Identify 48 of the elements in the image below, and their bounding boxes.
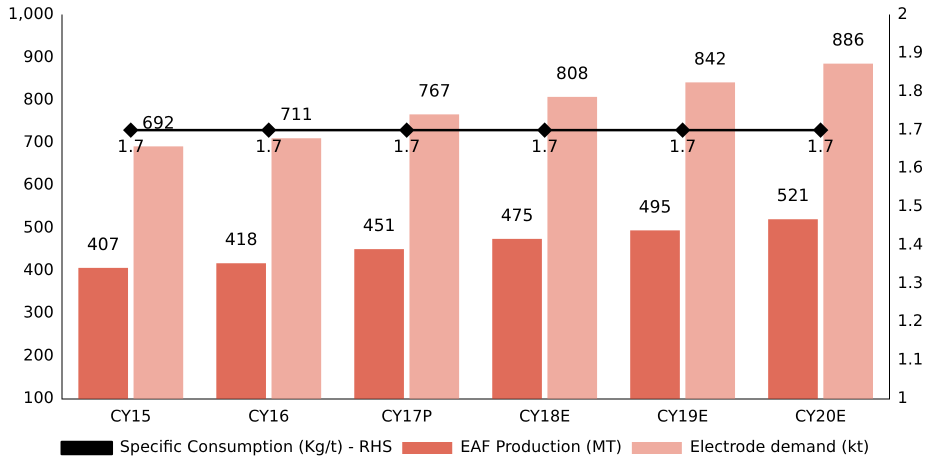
y2-tick-label: 1.1 (898, 350, 924, 369)
y2-tick-label: 2 (898, 4, 908, 24)
data-label: 842 (694, 49, 726, 70)
y-tick-label: 400 (23, 260, 54, 280)
y-tick-label: 800 (23, 89, 54, 108)
y2-tick-label: 1.2 (898, 311, 924, 330)
data-label: 451 (362, 216, 396, 236)
data-label: 1.7 (117, 137, 144, 158)
data-label: 475 (500, 206, 534, 226)
data-label: 521 (776, 186, 810, 206)
y2-tick-label: 1.5 (898, 196, 924, 216)
data-label: 418 (224, 230, 258, 250)
data-label: 1.7 (255, 137, 282, 158)
x-tick-label: CY18E (519, 406, 570, 426)
data-label: 767 (418, 81, 451, 102)
data-label: 1.7 (669, 137, 696, 158)
y2-tick-label: 1.7 (898, 119, 924, 138)
y-tick-label: 1,000 (8, 4, 54, 24)
data-label: 808 (556, 64, 588, 84)
y2-tick-label: 1.9 (898, 42, 924, 62)
y-tick-label: 100 (23, 388, 54, 407)
data-label: 1.7 (393, 137, 420, 158)
legend-label: Specific Consumption (Kg/t) - RHS (120, 437, 392, 456)
x-tick-label: CY15 (110, 406, 152, 426)
data-label: 886 (832, 30, 864, 51)
data-label: 711 (280, 105, 313, 126)
data-label: 1.7 (807, 137, 834, 158)
data-label: 692 (142, 113, 175, 134)
y-tick-label: 300 (23, 302, 54, 322)
y-tick-label: 500 (23, 217, 54, 236)
y-tick-label: 900 (23, 46, 54, 66)
y2-tick-label: 1.6 (898, 158, 924, 177)
data-label: 407 (86, 234, 120, 255)
x-tick-label: CY17P (381, 406, 432, 426)
y2-tick-label: 1 (898, 388, 908, 407)
legend-label: Electrode demand (kt) (690, 437, 870, 456)
y-tick-label: 200 (23, 345, 54, 364)
legend-label: EAF Production (MT) (460, 437, 622, 456)
x-tick-label: CY20E (795, 406, 846, 426)
y2-tick-label: 1.4 (898, 234, 924, 254)
x-tick-label: CY16 (248, 406, 290, 426)
data-label: 495 (638, 197, 672, 218)
y-tick-label: 700 (23, 132, 54, 152)
y-tick-label: 600 (23, 174, 54, 194)
data-label: 1.7 (531, 137, 558, 158)
y2-tick-label: 1.3 (898, 272, 924, 292)
y2-tick-label: 1.8 (898, 80, 924, 100)
x-tick-label: CY19E (657, 406, 708, 426)
